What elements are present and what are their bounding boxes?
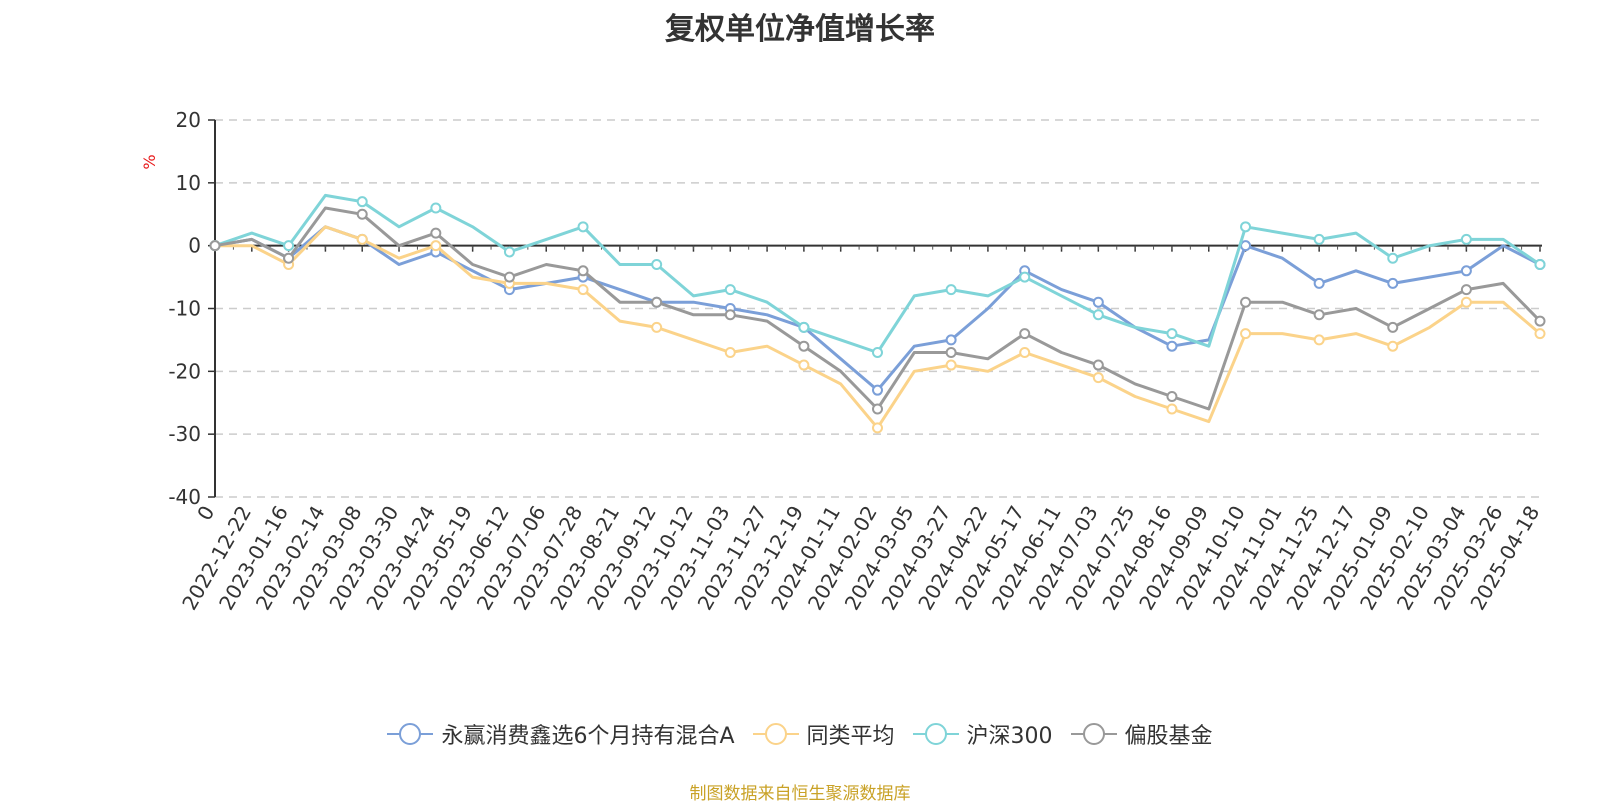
series-point (872, 346, 883, 358)
series-point (503, 246, 515, 258)
series-point (724, 309, 736, 321)
series-point (724, 346, 736, 358)
legend-item-0[interactable]: 永赢消费鑫选6个月持有混合A (387, 718, 735, 750)
series-point (945, 284, 957, 296)
y-tick-label: -10 (168, 297, 201, 321)
y-tick-label: -30 (168, 422, 201, 446)
series-point (356, 208, 368, 220)
series-point (1019, 346, 1031, 358)
series-point (798, 321, 810, 333)
series-point (1092, 309, 1104, 321)
label-layer: 20100-10-20-30-4002022-12-222023-01-1620… (168, 108, 1544, 614)
series-point (1092, 296, 1104, 308)
legend-label: 沪深300 (966, 724, 1053, 749)
series-point (945, 346, 957, 358)
series-point (430, 227, 442, 239)
series-point (798, 340, 810, 352)
series-point (577, 221, 589, 233)
series-point (1166, 390, 1178, 402)
series-point (945, 359, 957, 371)
y-tick-label: -20 (168, 359, 201, 383)
series-point (1387, 252, 1399, 264)
y-tick-label: 0 (188, 234, 201, 258)
series-point (1313, 309, 1325, 321)
series-point (1534, 315, 1546, 327)
x-tick-label: 0 (192, 502, 219, 525)
series-point (1019, 328, 1031, 340)
series-point (1313, 277, 1325, 289)
series-point (1240, 296, 1252, 308)
legend: 永赢消费鑫选6个月持有混合A 同类平均 沪深300 偏股基金 (0, 718, 1600, 750)
series-point (1460, 296, 1472, 308)
legend-symbol (752, 722, 799, 746)
series-point (651, 321, 663, 333)
series-point (1387, 277, 1399, 289)
series-point (1387, 340, 1399, 352)
legend-symbol (912, 722, 959, 746)
series-point (430, 240, 442, 252)
legend-item-1[interactable]: 同类平均 (752, 718, 895, 750)
series-point (1019, 271, 1031, 283)
legend-item-3[interactable]: 偏股基金 (1070, 718, 1213, 750)
series-point (1092, 372, 1104, 384)
series-point (945, 334, 957, 346)
series-point (872, 422, 883, 434)
legend-label: 偏股基金 (1124, 724, 1213, 749)
chart-title: 复权单位净值增长率 (665, 12, 935, 47)
series-point (872, 403, 883, 415)
series-point (577, 284, 589, 296)
series-point (1240, 328, 1252, 340)
series-point (1240, 221, 1252, 233)
series-point (1534, 259, 1546, 271)
series-point (356, 196, 368, 208)
series-point (651, 296, 663, 308)
y-tick-label: 20 (176, 108, 201, 132)
series-point (724, 284, 736, 296)
y-tick-label: -40 (168, 485, 201, 509)
series-point (209, 240, 221, 252)
series-line-2 (213, 193, 1542, 354)
series-point (1460, 233, 1472, 245)
legend-item-2[interactable]: 沪深300 (912, 718, 1053, 750)
series-point (798, 359, 810, 371)
y-axis-label: % (140, 154, 159, 169)
series-point (577, 265, 589, 277)
source-note: 制图数据来自恒生聚源数据库 (689, 784, 911, 804)
series-line-1 (213, 225, 1542, 430)
series-point (1166, 340, 1178, 352)
grid-layer (215, 119, 1540, 498)
series-point (1460, 284, 1472, 296)
series-point (356, 233, 368, 245)
legend-symbol (1070, 722, 1117, 746)
y-tick-label: 10 (176, 171, 201, 195)
legend-label: 永赢消费鑫选6个月持有混合A (441, 724, 735, 749)
series-point (1460, 265, 1472, 277)
series-point (1534, 328, 1546, 340)
series-point (1240, 240, 1252, 252)
legend-symbol (387, 722, 434, 746)
series-point (503, 271, 515, 283)
series-point (872, 384, 883, 396)
legend-label: 同类平均 (806, 724, 895, 749)
series-point (283, 240, 295, 252)
series-point (430, 202, 442, 214)
series-point (1166, 328, 1178, 340)
series-point (1387, 321, 1399, 333)
series-point (1166, 403, 1178, 415)
series-point (651, 259, 663, 271)
series-layer (209, 193, 1546, 434)
series-point (1313, 233, 1325, 245)
series-point (1092, 359, 1104, 371)
series-point (1313, 334, 1325, 346)
series-point (283, 252, 295, 264)
